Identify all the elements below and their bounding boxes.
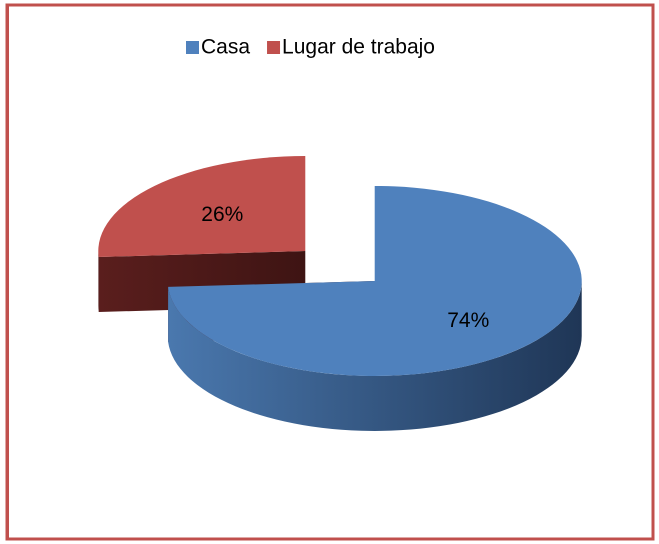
legend-label: Casa <box>201 36 250 59</box>
legend-swatch <box>267 41 281 54</box>
slice <box>168 185 582 376</box>
data-label: 74% <box>447 309 489 332</box>
slice <box>98 156 306 258</box>
legend-label: Lugar de trabajo <box>282 36 435 59</box>
frame-edge <box>6 5 9 539</box>
legend-swatch <box>186 41 199 54</box>
slice-wall <box>168 280 582 431</box>
data-label: 26% <box>201 203 243 226</box>
